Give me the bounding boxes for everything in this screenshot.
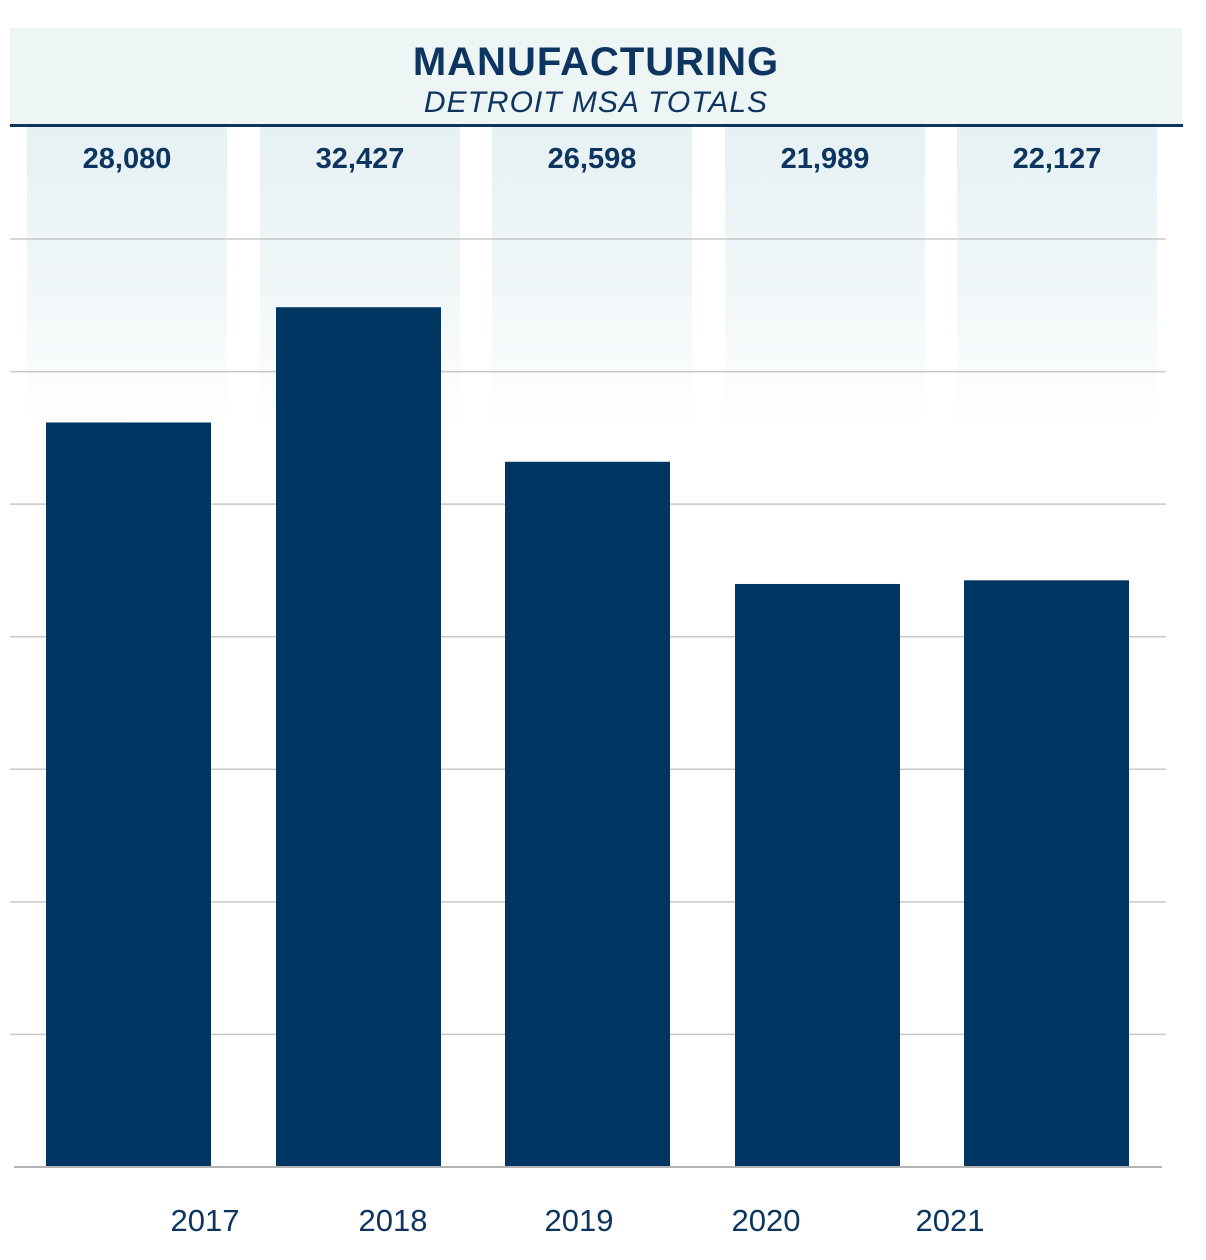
- bar-2017: [46, 422, 211, 1167]
- value-label-2019: 26,598: [547, 143, 637, 175]
- chart-header: MANUFACTURING DETROIT MSA TOTALS: [10, 28, 1182, 124]
- value-label-2020: 21,989: [780, 143, 870, 175]
- bar-2020: [735, 583, 900, 1167]
- value-column-bg: [27, 127, 227, 427]
- value-column-bg: [725, 127, 925, 427]
- value-column-bg: [957, 127, 1157, 427]
- x-tick-2021: 2021: [915, 1203, 985, 1238]
- chart-subtitle: DETROIT MSA TOTALS: [423, 86, 769, 119]
- header-divider: [10, 124, 1183, 127]
- x-tick-2017: 2017: [170, 1203, 240, 1238]
- value-label-2017: 28,080: [82, 143, 172, 175]
- chart-title: MANUFACTURING: [412, 40, 780, 84]
- value-label-2021: 22,127: [1012, 143, 1102, 175]
- value-column-bg: [492, 127, 692, 427]
- x-tick-2018: 2018: [358, 1203, 428, 1238]
- x-tick-2019: 2019: [544, 1203, 614, 1238]
- value-label-2018: 32,427: [315, 143, 405, 175]
- bar-2019: [505, 461, 670, 1167]
- bar-2018: [276, 307, 441, 1167]
- x-tick-2020: 2020: [731, 1203, 801, 1238]
- bar-2021: [964, 580, 1129, 1167]
